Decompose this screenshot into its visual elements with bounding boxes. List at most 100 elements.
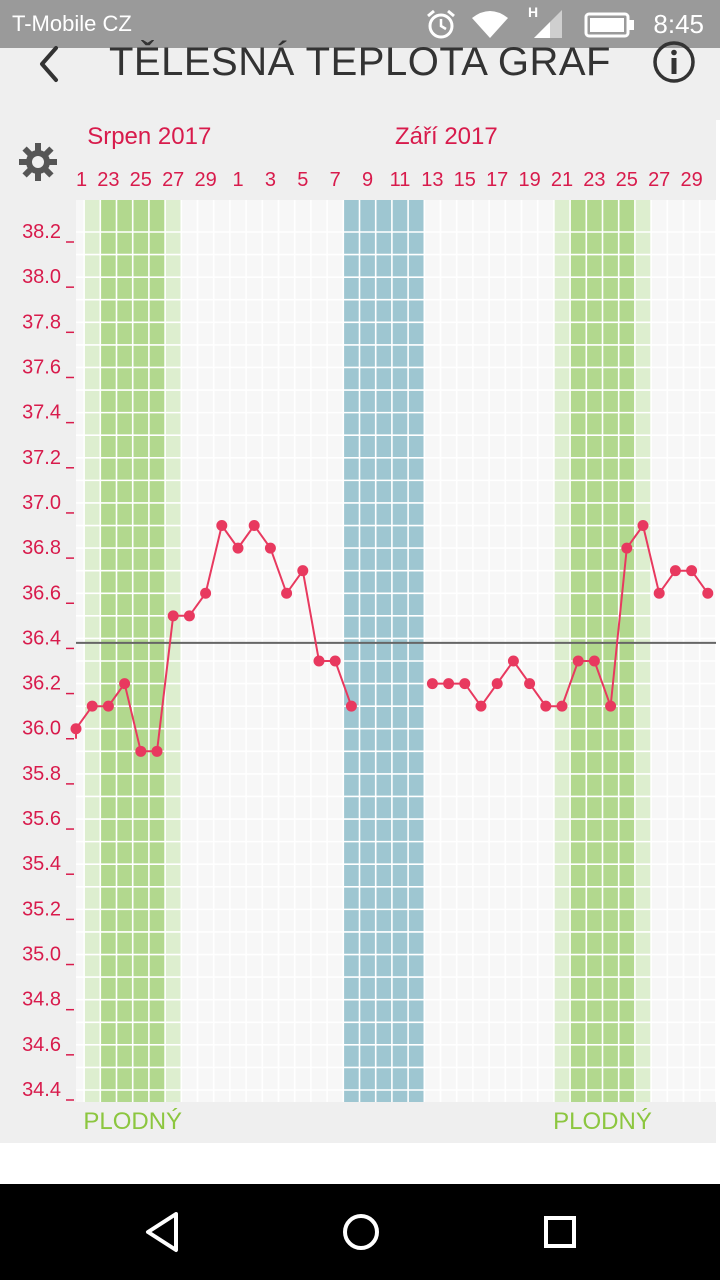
temperature-point — [135, 745, 147, 757]
gear-icon[interactable] — [16, 140, 60, 184]
network-type-label: H — [528, 4, 539, 20]
x-axis-labels: 21 23 25 27 29 1 3 5 7 9 11 13 15 17 19 21 23 25 27 29Srpen… — [65, 123, 703, 191]
month-label: Srpen 2017 — [87, 123, 211, 150]
y-tick-label: 35.2 — [22, 898, 61, 920]
y-tick-label: 37.8 — [22, 311, 61, 333]
temperature-point — [232, 542, 244, 554]
carrier-name: T-Mobile CZ — [12, 11, 132, 36]
battery-icon — [584, 12, 634, 38]
x-tick-label: 15 — [454, 169, 476, 191]
status-bar: T-Mobile CZ H 8:45 — [0, 0, 720, 48]
temperature-point — [686, 565, 698, 577]
temperature-point — [588, 655, 600, 667]
y-tick-label: 35.8 — [22, 763, 61, 785]
alarm-icon — [427, 9, 455, 39]
x-tick-label: 21 — [65, 169, 87, 191]
temperature-point — [540, 700, 552, 712]
x-tick-label: 25 — [130, 169, 152, 191]
y-tick-label: 35.4 — [22, 853, 61, 875]
x-tick-label: 1 — [232, 169, 243, 191]
temperature-point — [669, 565, 681, 577]
temperature-point — [426, 678, 438, 690]
x-tick-label: 29 — [194, 169, 216, 191]
x-tick-label: 19 — [518, 169, 540, 191]
info-icon[interactable] — [652, 40, 696, 84]
y-tick-label: 35.6 — [22, 808, 61, 830]
x-tick-label: 13 — [421, 169, 443, 191]
x-tick-label: 17 — [486, 169, 508, 191]
back-triangle-icon[interactable] — [140, 1208, 184, 1256]
navigation-bar — [0, 1184, 720, 1280]
temperature-point — [556, 700, 568, 712]
y-tick-label: 37.6 — [22, 356, 61, 378]
chart-panel: PLODNÝ PLODNÝ 34.4 34.6 34.8 35.0 35.2 35.4 35.6… — [0, 120, 716, 1143]
temperature-point — [151, 745, 163, 757]
temperature-point — [475, 700, 487, 712]
chevron-left-icon[interactable] — [30, 42, 70, 86]
temperature-point — [313, 655, 325, 667]
y-tick-label: 37.0 — [22, 492, 61, 514]
temperature-point — [637, 520, 649, 532]
temperature-point — [86, 700, 98, 712]
temperature-point — [119, 678, 131, 690]
clock: 8:45 — [653, 9, 704, 39]
page-title: TĚLESNÁ TEPLOTA GRAF — [109, 40, 611, 84]
y-tick-label: 36.4 — [22, 627, 61, 649]
temperature-point — [507, 655, 519, 667]
month-label: Září 2017 — [395, 123, 498, 150]
temperature-chart[interactable]: PLODNÝ PLODNÝ 34.4 34.6 34.8 35.0 35.2 35.4 35.6… — [0, 120, 716, 1143]
temperature-point — [572, 655, 584, 667]
x-tick-label: 9 — [362, 169, 373, 191]
x-tick-label: 25 — [616, 169, 638, 191]
temperature-point — [524, 678, 536, 690]
x-tick-label: 23 — [97, 169, 119, 191]
x-tick-label: 3 — [265, 169, 276, 191]
temperature-point — [70, 723, 82, 735]
temperature-point — [200, 587, 212, 599]
temperature-point — [167, 610, 179, 622]
fertile-label: PLODNÝ — [83, 1108, 182, 1135]
temperature-point — [443, 678, 455, 690]
signal-icon — [534, 10, 562, 38]
x-tick-label: 27 — [648, 169, 670, 191]
temperature-point — [264, 542, 276, 554]
y-tick-label: 36.6 — [22, 582, 61, 604]
temperature-point — [702, 587, 714, 599]
temperature-point — [459, 678, 471, 690]
temperature-point — [248, 520, 260, 532]
temperature-point — [329, 655, 341, 667]
temperature-point — [183, 610, 195, 622]
x-tick-label: 29 — [680, 169, 702, 191]
y-tick-label: 36.2 — [22, 673, 61, 695]
app-bar: TĚLESNÁ TEPLOTA GRAF — [0, 40, 720, 120]
fertile-label: PLODNÝ — [553, 1108, 652, 1135]
y-tick-label: 34.8 — [22, 989, 61, 1011]
wifi-icon — [472, 11, 508, 38]
x-tick-label: 7 — [330, 169, 341, 191]
temperature-point — [491, 678, 503, 690]
y-tick-label: 34.6 — [22, 1034, 61, 1056]
temperature-point — [605, 700, 617, 712]
y-tick-label: 34.4 — [22, 1079, 61, 1101]
temperature-point — [345, 700, 357, 712]
y-tick-label: 38.2 — [22, 221, 61, 243]
x-tick-label: 11 — [390, 169, 411, 191]
x-tick-label: 23 — [583, 169, 605, 191]
x-tick-label: 27 — [162, 169, 184, 191]
home-circle-icon[interactable] — [338, 1208, 384, 1256]
temperature-point — [216, 520, 228, 532]
x-tick-label: 5 — [297, 169, 308, 191]
period-band — [343, 200, 425, 1102]
y-tick-label: 37.4 — [22, 402, 61, 424]
y-tick-label: 38.0 — [22, 266, 61, 288]
temperature-point — [653, 587, 665, 599]
y-tick-label: 36.8 — [22, 537, 61, 559]
temperature-point — [281, 587, 293, 599]
x-tick-label: 21 — [551, 169, 573, 191]
y-tick-label: 37.2 — [22, 447, 61, 469]
y-tick-label: 36.0 — [22, 718, 61, 740]
recents-square-icon[interactable] — [538, 1208, 582, 1256]
y-tick-label: 35.0 — [22, 944, 61, 966]
temperature-point — [621, 542, 633, 554]
temperature-point — [102, 700, 114, 712]
